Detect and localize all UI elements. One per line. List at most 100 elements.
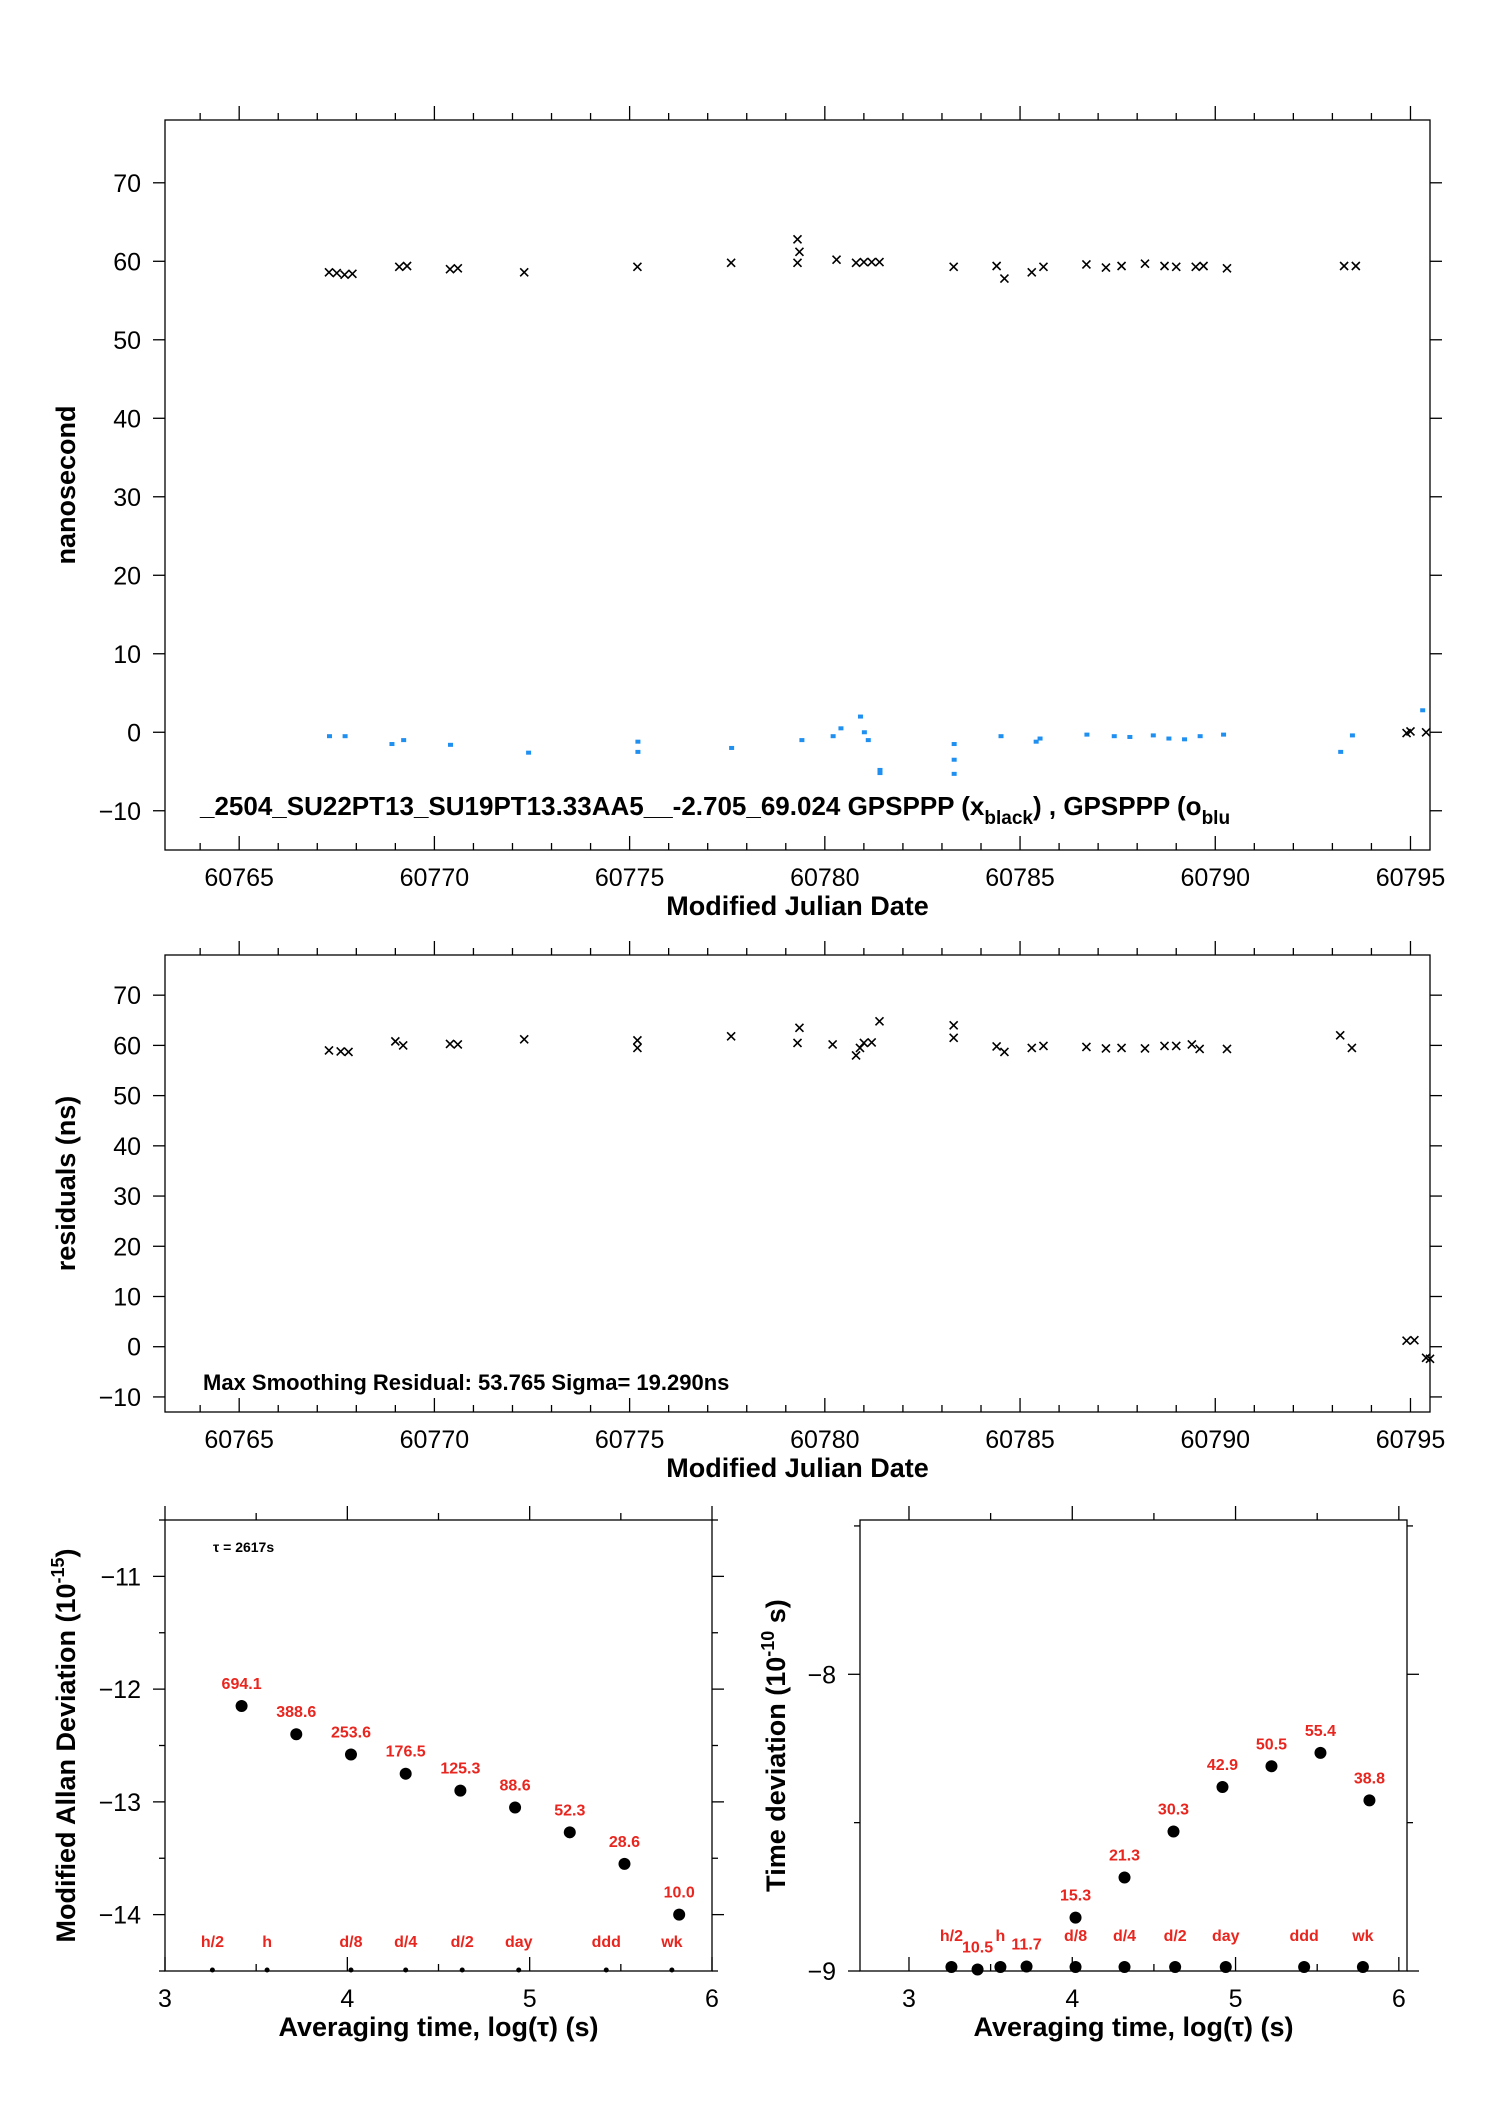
tau-note: τ = 2617s (213, 1539, 274, 1555)
data-point-x (792, 234, 803, 244)
stability-point-label: 125.3 (440, 1761, 480, 1778)
time-marker-dot (945, 1961, 958, 1973)
time-marker-dot (348, 1967, 354, 1973)
time-marker-label: d/8 (339, 1934, 362, 1951)
time-deviation-panel: 3 4 5 6 −9 −8 11.7 15.3 21.3 30.3 42.9 50.5 55.4 38.8… (758, 1506, 1419, 2042)
data-point-x (867, 257, 877, 267)
stability-point-label: 10.5 (962, 1940, 993, 1957)
stability-point-label: 52.3 (554, 1802, 585, 1819)
data-point-x (1195, 1044, 1205, 1054)
data-point-x (390, 1036, 400, 1046)
data-point-x (992, 261, 1002, 271)
data-point-o (877, 767, 883, 772)
time-marker-label: wk (660, 1934, 682, 1951)
x-tick-label: 60785 (985, 864, 1055, 892)
data-point-x (1402, 1336, 1412, 1346)
x-tick-label: 60785 (985, 1426, 1055, 1454)
legend-sub-blue: blu (1202, 808, 1231, 829)
time-marker-label: h (996, 1928, 1006, 1945)
data-point-x (1222, 1044, 1232, 1054)
y-tick-label: −10 (99, 798, 141, 826)
data-point-x (794, 1023, 805, 1033)
stability-point (344, 1748, 357, 1761)
stability-point-label: 28.6 (609, 1834, 640, 1851)
data-point-o (877, 771, 883, 776)
time-marker-label: day (505, 1934, 533, 1951)
x-tick-label: 60770 (400, 1426, 470, 1454)
data-point-x (445, 264, 455, 274)
time-marker-label: h (262, 1934, 272, 1951)
y-tick-label: 50 (113, 1083, 141, 1111)
data-point-x (1081, 1042, 1091, 1052)
data-point-x (992, 1041, 1002, 1051)
time-marker-label: day (1212, 1928, 1240, 1945)
data-point-o (1084, 732, 1090, 737)
smoothing-annotation: Max Smoothing Residual: 53.765 Sigma= 19… (203, 1370, 729, 1395)
stability-point (399, 1767, 412, 1780)
data-point-x (453, 263, 463, 273)
y-tick-label: 30 (113, 484, 141, 512)
data-point-x (1038, 262, 1049, 272)
y-axis-label-sup: -15 (48, 1557, 68, 1583)
legend-mid: ) , GPSPPP (o (1033, 791, 1202, 821)
y-axis-label-main: Modified Allan Deviation (10 (51, 1583, 81, 1942)
y-tick-label: 40 (113, 1133, 141, 1161)
stability-point (1363, 1794, 1376, 1807)
x-tick-label: 60795 (1376, 864, 1446, 892)
data-point-x (828, 1039, 838, 1049)
data-point-o (998, 734, 1004, 739)
data-point-x (1335, 1030, 1345, 1040)
data-point-x (1425, 1354, 1435, 1364)
data-point-o (1221, 732, 1227, 737)
data-point-x (949, 1033, 959, 1043)
stability-point (235, 1700, 248, 1713)
data-point-x (402, 261, 412, 271)
stability-point (290, 1728, 303, 1741)
data-point-o (526, 750, 532, 755)
y-axis-label: Time deviation (10-10 s) (758, 1599, 791, 1892)
y-tick-label: 70 (113, 170, 141, 198)
stability-point (1167, 1825, 1180, 1838)
data-point-x (519, 267, 529, 277)
y-axis-label: nanosecond (51, 405, 81, 564)
data-point-x (1159, 1041, 1170, 1051)
data-point-o (448, 742, 454, 747)
x-tick-label: 60795 (1376, 1426, 1446, 1454)
time-marker-label: d/4 (394, 1934, 417, 1951)
data-point-x (1409, 1335, 1419, 1345)
data-point-o (857, 714, 863, 719)
time-marker-dot (403, 1967, 409, 1973)
stability-point-label: 38.8 (1354, 1770, 1385, 1787)
data-point-x (999, 273, 1009, 284)
data-point-o (389, 742, 395, 747)
stability-point (1314, 1746, 1327, 1759)
data-point-x (336, 1046, 346, 1056)
data-point-x (398, 1040, 408, 1050)
time-marker-label: d/8 (1064, 1928, 1087, 1945)
data-point-x (999, 1047, 1009, 1057)
stability-point (509, 1801, 522, 1814)
stability-point-label: 694.1 (222, 1676, 262, 1693)
time-marker-label: ddd (1289, 1928, 1318, 1945)
time-marker-label: d/2 (451, 1934, 474, 1951)
time-marker-dot (209, 1967, 215, 1973)
data-point-x (792, 258, 803, 268)
data-point-o (1349, 733, 1355, 738)
data-point-o (635, 749, 641, 754)
time-marker-dot (603, 1967, 609, 1973)
data-point-o (1166, 736, 1172, 741)
stability-point (673, 1908, 686, 1921)
y-tick-label: 10 (113, 641, 141, 669)
plot-frame (164, 119, 1431, 851)
time-marker-label: h/2 (940, 1928, 963, 1945)
data-point-x (324, 267, 334, 277)
data-point-x (859, 1038, 869, 1048)
data-point-x (1081, 259, 1091, 269)
time-marker-label: d/2 (1164, 1928, 1187, 1945)
plot-frame (164, 1519, 713, 1972)
x-tick-label: 60790 (1180, 864, 1250, 892)
data-point-x (859, 257, 869, 267)
stability-point-label: 11.7 (1011, 1937, 1041, 1954)
annotation-text: _2504_SU22PT13_SU19PT13.33AA5__-2.705_69… (199, 791, 985, 821)
